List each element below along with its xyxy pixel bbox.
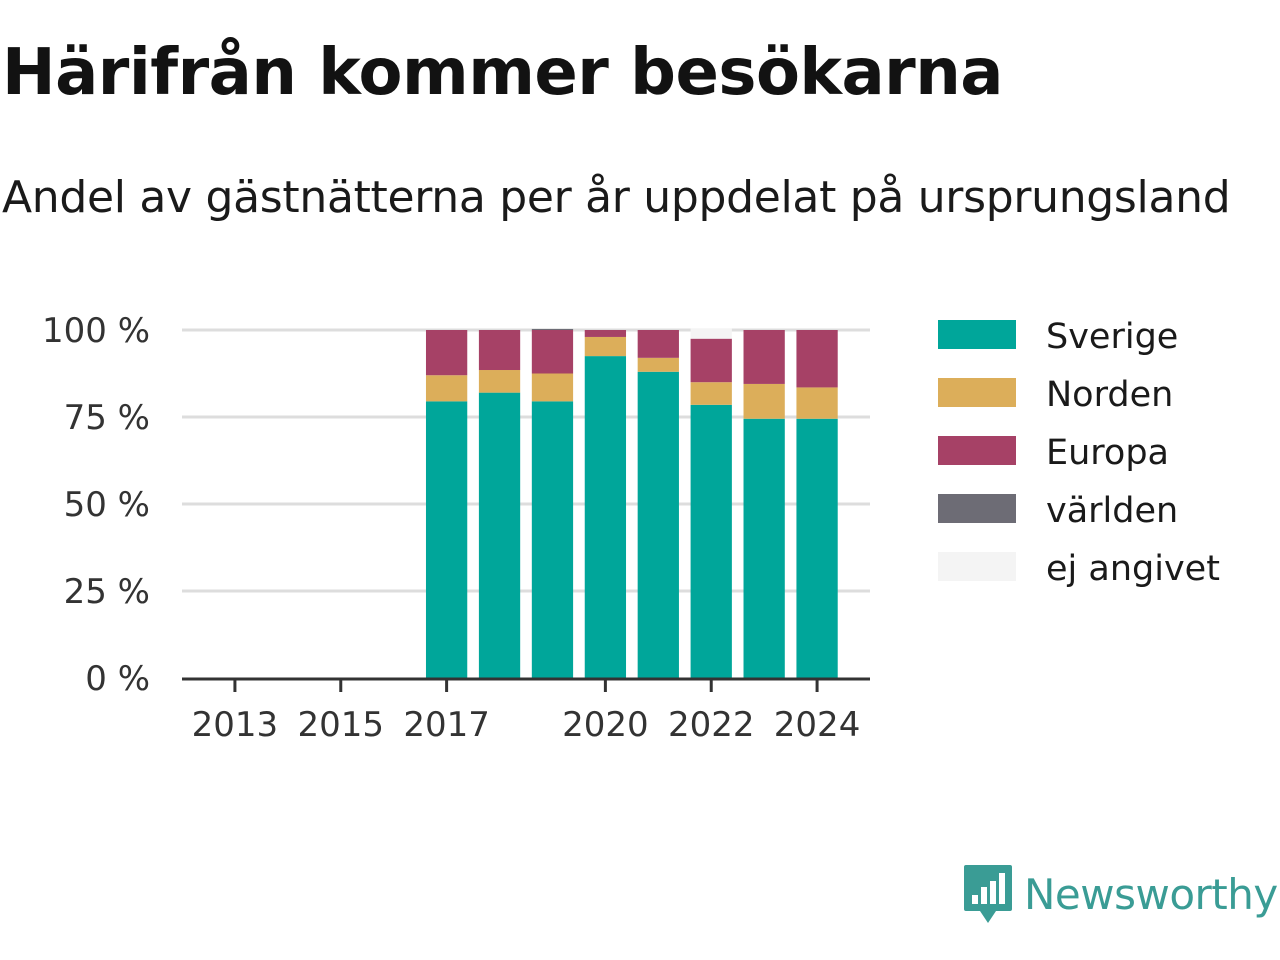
bar-segment-sverige — [637, 371, 679, 678]
newsworthy-logo-icon — [964, 865, 1012, 923]
bar-segment-sverige — [796, 418, 838, 678]
legend: Sverige Norden Europa världen ej angivet — [938, 317, 1220, 589]
bar-segment-europa — [425, 330, 468, 376]
x-tick-label: 2020 — [562, 705, 649, 745]
x-tick-label: 2015 — [298, 705, 385, 745]
x-tick-label: 2022 — [668, 705, 755, 745]
bar-segment-norden — [531, 373, 574, 402]
bar-segment-sverige — [584, 356, 627, 678]
legend-swatch — [938, 436, 1016, 465]
bar-segment-europa — [478, 330, 521, 371]
bar-segment-sverige — [690, 404, 732, 678]
bar-segment-europa — [743, 330, 785, 384]
legend-swatch — [938, 378, 1016, 407]
bar-segment-norden — [425, 375, 468, 402]
bar-segment-norden — [478, 370, 521, 393]
bar-segment-sverige — [531, 401, 574, 678]
chart-subtitle: Andel av gästnätterna per år uppdelat på… — [2, 172, 1231, 223]
y-tick-label: 25 % — [64, 572, 150, 612]
legend-swatch — [938, 320, 1016, 349]
bar-segment-sverige — [743, 418, 785, 678]
bar-segment-sverige — [478, 392, 521, 678]
bar-segment-europa — [584, 330, 627, 337]
legend-swatch — [938, 552, 1016, 581]
y-tick-label: 75 % — [64, 398, 150, 438]
chart-title: Härifrån kommer besökarna — [2, 36, 1003, 110]
y-tick-label: 50 % — [64, 485, 150, 525]
x-tick-label: 2017 — [403, 705, 490, 745]
axes: 0 % 25 % 50 % 75 % 100 % 2013 2015 2017 2020 2022… — [42, 311, 870, 745]
bar-segment-norden — [637, 357, 679, 372]
bar-segment-norden — [743, 383, 785, 419]
bar-segment-europa — [637, 330, 679, 358]
bar-segment-europa — [690, 338, 732, 383]
x-tick-label: 2013 — [192, 705, 279, 745]
legend-label: Sverige — [1046, 317, 1178, 357]
legend-label: världen — [1046, 491, 1178, 531]
bar-segment-ej-angivet — [690, 328, 732, 339]
bar-segment-sverige — [425, 401, 468, 678]
bar-segment-norden — [584, 336, 627, 357]
bar-segment-världen — [531, 328, 574, 330]
y-tick-label: 100 % — [42, 311, 150, 351]
x-tick-label: 2024 — [774, 705, 861, 745]
y-tick-label: 0 % — [85, 659, 150, 699]
bar-segment-europa — [531, 330, 574, 374]
legend-label: ej angivet — [1046, 549, 1220, 589]
stacked-bar-chart: 0 % 25 % 50 % 75 % 100 % 2013 2015 2017 2020 2022… — [42, 311, 1220, 745]
bar-segment-norden — [690, 382, 732, 405]
legend-label: Europa — [1046, 433, 1169, 473]
bar-stacks — [425, 328, 838, 678]
newsworthy-logo: Newsworthy — [962, 862, 1278, 926]
bar-segment-norden — [796, 387, 838, 419]
legend-label: Norden — [1046, 375, 1173, 415]
bar-segment-europa — [796, 330, 838, 388]
newsworthy-logo-text: Newsworthy — [1024, 869, 1278, 919]
legend-swatch — [938, 494, 1016, 523]
